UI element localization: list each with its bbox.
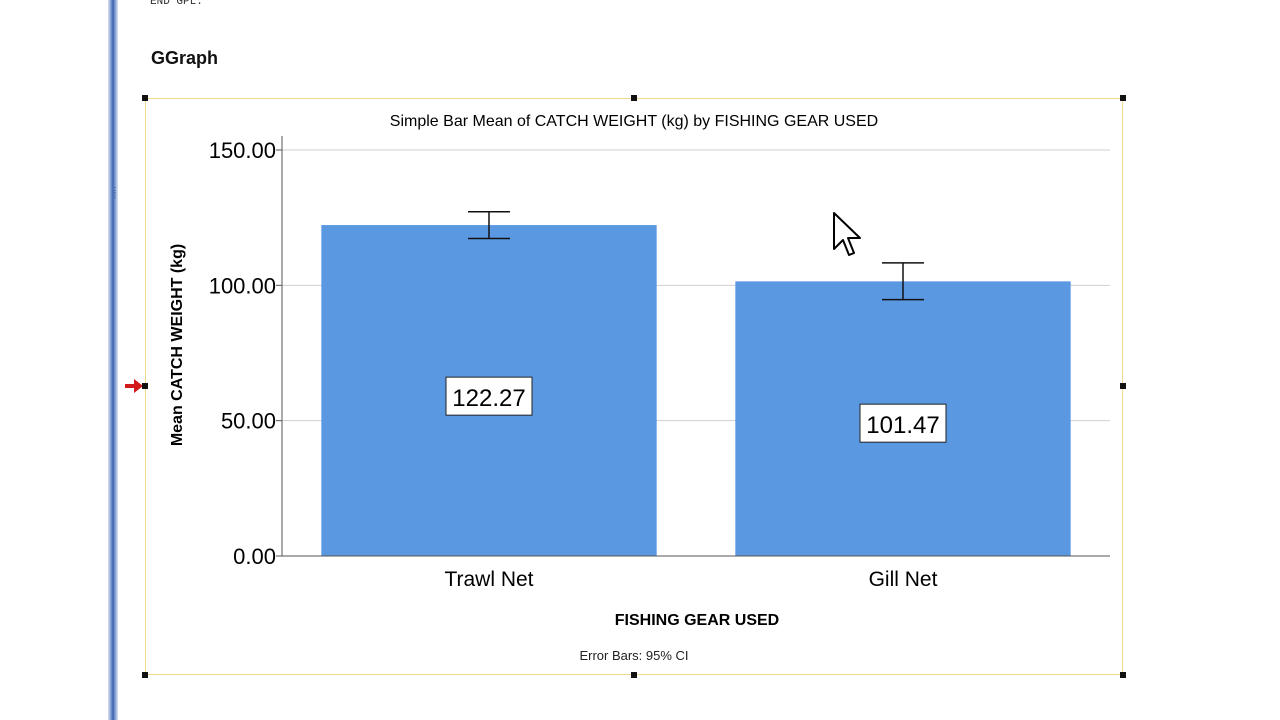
data-label: 122.27 (452, 385, 525, 412)
x-tick-label: Trawl Net (444, 568, 533, 591)
x-axis-label: FISHING GEAR USED (615, 612, 779, 629)
resize-handle-bottom[interactable] (631, 672, 637, 678)
syntax-gutter (0, 0, 111, 720)
syntax-line: END GPL. (150, 0, 203, 8)
error-bar-footnote: Error Bars: 95% CI (579, 648, 688, 663)
output-heading: GGraph (151, 48, 219, 68)
resize-handle-top[interactable] (631, 95, 637, 101)
current-item-arrow-icon (125, 379, 143, 393)
chart-title: Simple Bar Mean of CATCH WEIGHT (kg) by … (390, 113, 878, 130)
data-label: 101.47 (866, 412, 939, 439)
x-tick-label: Gill Net (869, 568, 938, 591)
data-label-box (445, 376, 533, 416)
mouse-pointer-icon (833, 212, 861, 256)
y-axis-label: Mean CATCH WEIGHT (kg) (169, 244, 186, 446)
resize-handle-bottom-right[interactable] (1120, 672, 1126, 678)
y-tick-label: 0.00 (233, 544, 276, 569)
resize-handle-right[interactable] (1120, 383, 1126, 389)
splitter-grip-icon[interactable]: ⋮ ⋮ (111, 186, 119, 200)
resize-handle-top-right[interactable] (1120, 95, 1126, 101)
y-tick-label: 100.00 (209, 273, 276, 298)
resize-handle-left[interactable] (142, 383, 148, 389)
resize-handle-bottom-left[interactable] (142, 672, 148, 678)
data-label-box (859, 403, 947, 443)
resize-handle-top-left[interactable] (142, 95, 148, 101)
pane-splitter[interactable] (108, 0, 118, 720)
y-tick-label: 150.00 (209, 138, 276, 163)
y-tick-label: 50.00 (221, 409, 276, 434)
